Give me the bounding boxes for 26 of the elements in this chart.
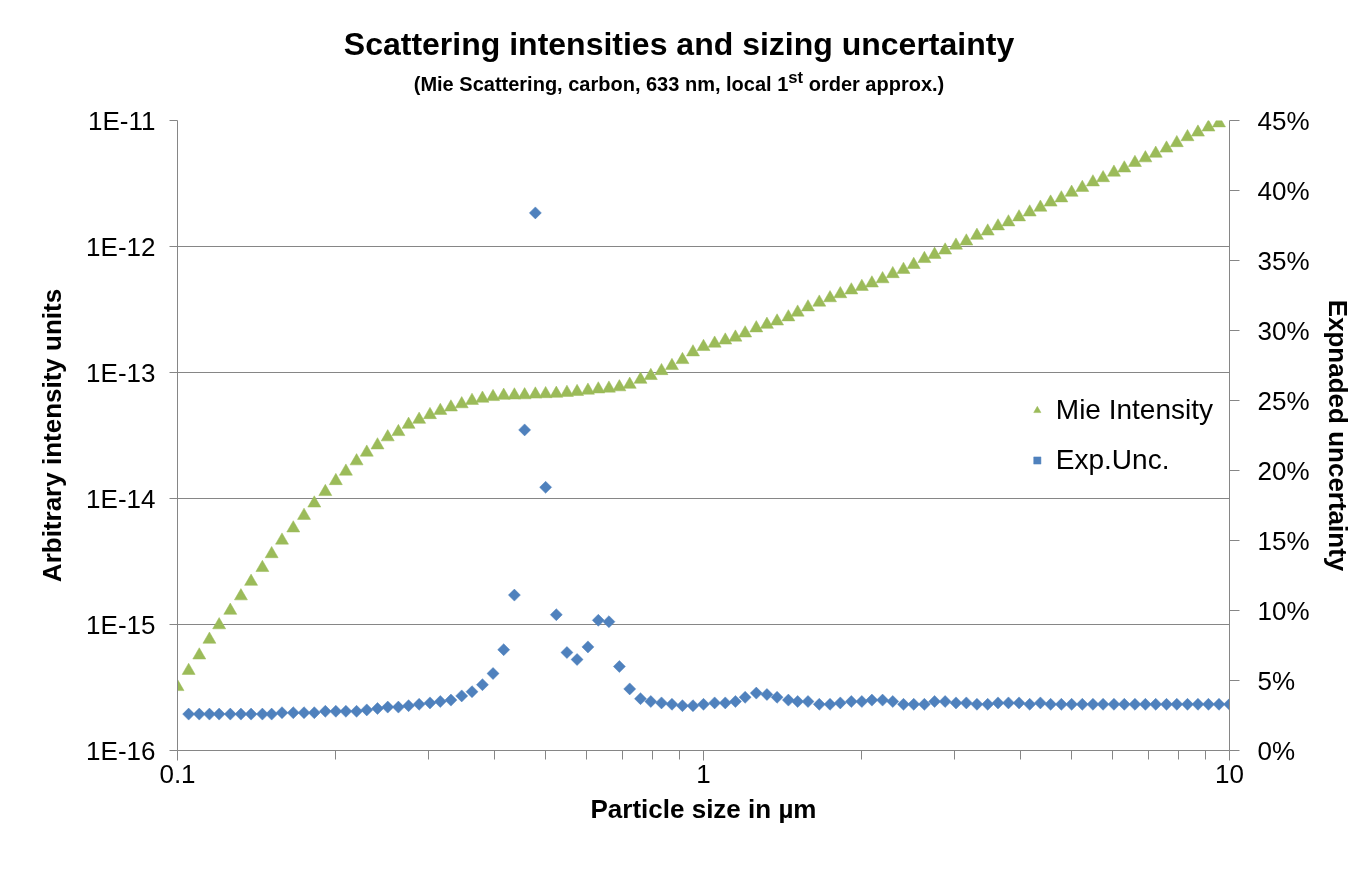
chart-subtitle: (Mie Scattering, carbon, 633 nm, local 1$^{st}$ order approx.) [413, 67, 945, 96]
x-tick-label: 0.1 [159, 758, 196, 789]
y2-tick-label: 35% [1257, 245, 1310, 276]
y-tick-label: 1E-14 [86, 483, 156, 514]
x-tick-label: 10 [1215, 758, 1244, 789]
y-tick-label: 1E-15 [86, 609, 156, 640]
y-axis-title: Arbitrary intensity units [37, 288, 68, 583]
y2-tick-label: 20% [1257, 455, 1310, 486]
y2-tick-label: 45% [1257, 105, 1310, 136]
y-tick-label: 1E-16 [86, 735, 156, 766]
chart-title: Scattering intensities and sizing uncertainty [343, 25, 1015, 64]
y-tick-label: 1E-11 [88, 105, 156, 136]
legend-label: Mie Intensity [1055, 394, 1213, 426]
y-tick-label: 1E-13 [86, 357, 156, 388]
x-axis-title: Particle size in µm [590, 793, 817, 824]
y2-tick-label: 0% [1257, 735, 1296, 766]
y2-tick-label: 15% [1257, 525, 1310, 556]
legend-label: Exp.Unc. [1055, 444, 1170, 476]
y-tick-label: 1E-12 [86, 231, 156, 262]
y2-tick-label: 10% [1257, 595, 1310, 626]
y2-axis-title: Expnaded uncertainty [1322, 299, 1353, 572]
x-tick-label: 1 [696, 758, 711, 789]
y2-tick-label: 25% [1257, 385, 1310, 416]
y2-tick-label: 30% [1257, 315, 1310, 346]
y2-tick-label: 40% [1257, 175, 1310, 206]
y2-tick-label: 5% [1257, 665, 1296, 696]
